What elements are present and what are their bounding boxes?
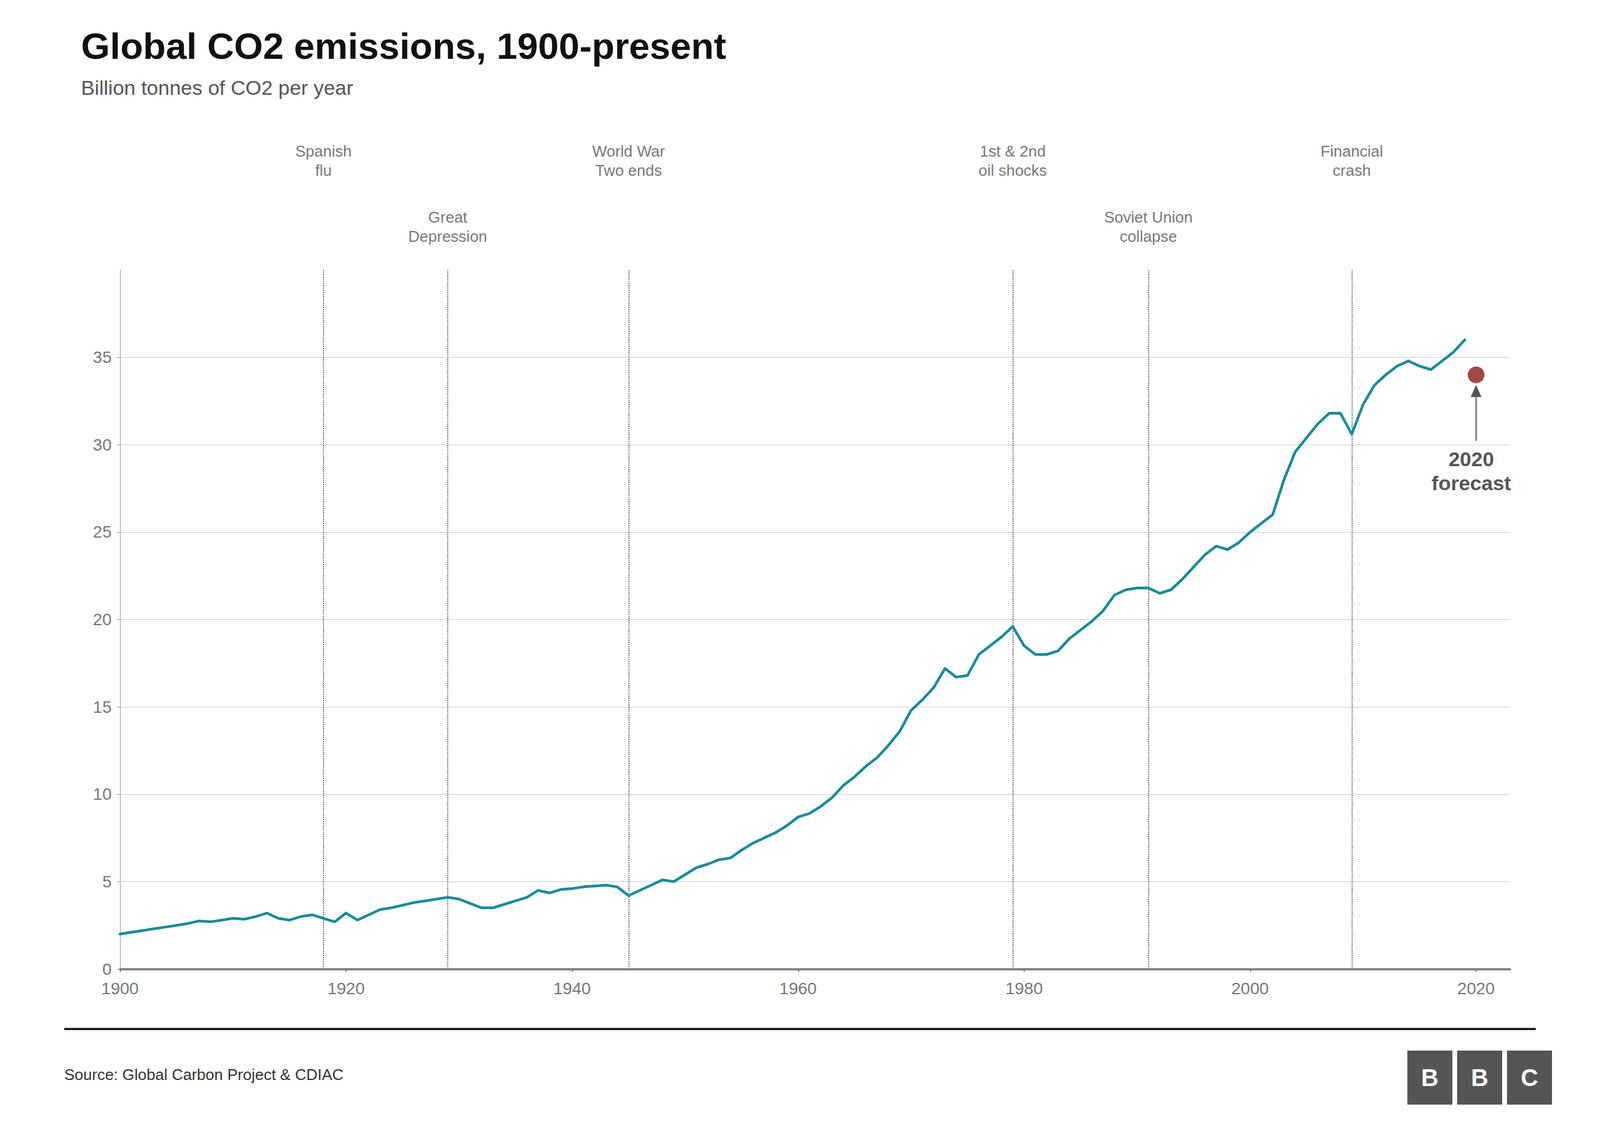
svg-text:30: 30 [93, 435, 112, 455]
svg-text:oil shocks: oil shocks [978, 161, 1047, 180]
svg-text:Financial: Financial [1320, 142, 1383, 161]
svg-text:flu: flu [315, 161, 332, 180]
svg-text:C: C [1520, 1064, 1539, 1092]
svg-text:Soviet Union: Soviet Union [1104, 208, 1193, 227]
svg-text:Global CO2 emissions, 1900-pre: Global CO2 emissions, 1900-present [81, 25, 727, 67]
svg-text:1st & 2nd: 1st & 2nd [980, 142, 1047, 161]
svg-text:5: 5 [102, 872, 112, 892]
svg-text:1940: 1940 [553, 979, 591, 999]
svg-text:1900: 1900 [101, 979, 139, 999]
svg-text:1980: 1980 [1005, 979, 1043, 999]
svg-text:1920: 1920 [327, 979, 365, 999]
svg-text:B: B [1470, 1064, 1489, 1092]
svg-text:Spanish: Spanish [295, 142, 352, 161]
svg-text:Great: Great [428, 208, 469, 227]
svg-text:Depression: Depression [408, 227, 488, 246]
svg-text:forecast: forecast [1431, 471, 1511, 495]
svg-text:B: B [1421, 1064, 1439, 1092]
svg-text:0: 0 [102, 960, 112, 979]
svg-text:World War: World War [592, 142, 666, 161]
svg-text:crash: crash [1332, 161, 1372, 180]
svg-text:Two ends: Two ends [595, 161, 662, 180]
svg-text:1960: 1960 [779, 979, 817, 999]
svg-text:Source: Global Carbon Project: Source: Global Carbon Project & CDIAC [64, 1065, 344, 1084]
svg-text:35: 35 [93, 348, 112, 367]
svg-text:25: 25 [93, 522, 112, 542]
svg-text:20: 20 [93, 610, 112, 629]
svg-text:Billion tonnes of CO2 per year: Billion tonnes of CO2 per year [81, 76, 354, 100]
svg-text:collapse: collapse [1119, 227, 1177, 246]
svg-text:2020: 2020 [1457, 979, 1495, 999]
svg-text:2020: 2020 [1448, 447, 1495, 471]
svg-text:2000: 2000 [1231, 979, 1269, 999]
svg-text:15: 15 [93, 697, 112, 717]
svg-text:10: 10 [93, 784, 112, 804]
